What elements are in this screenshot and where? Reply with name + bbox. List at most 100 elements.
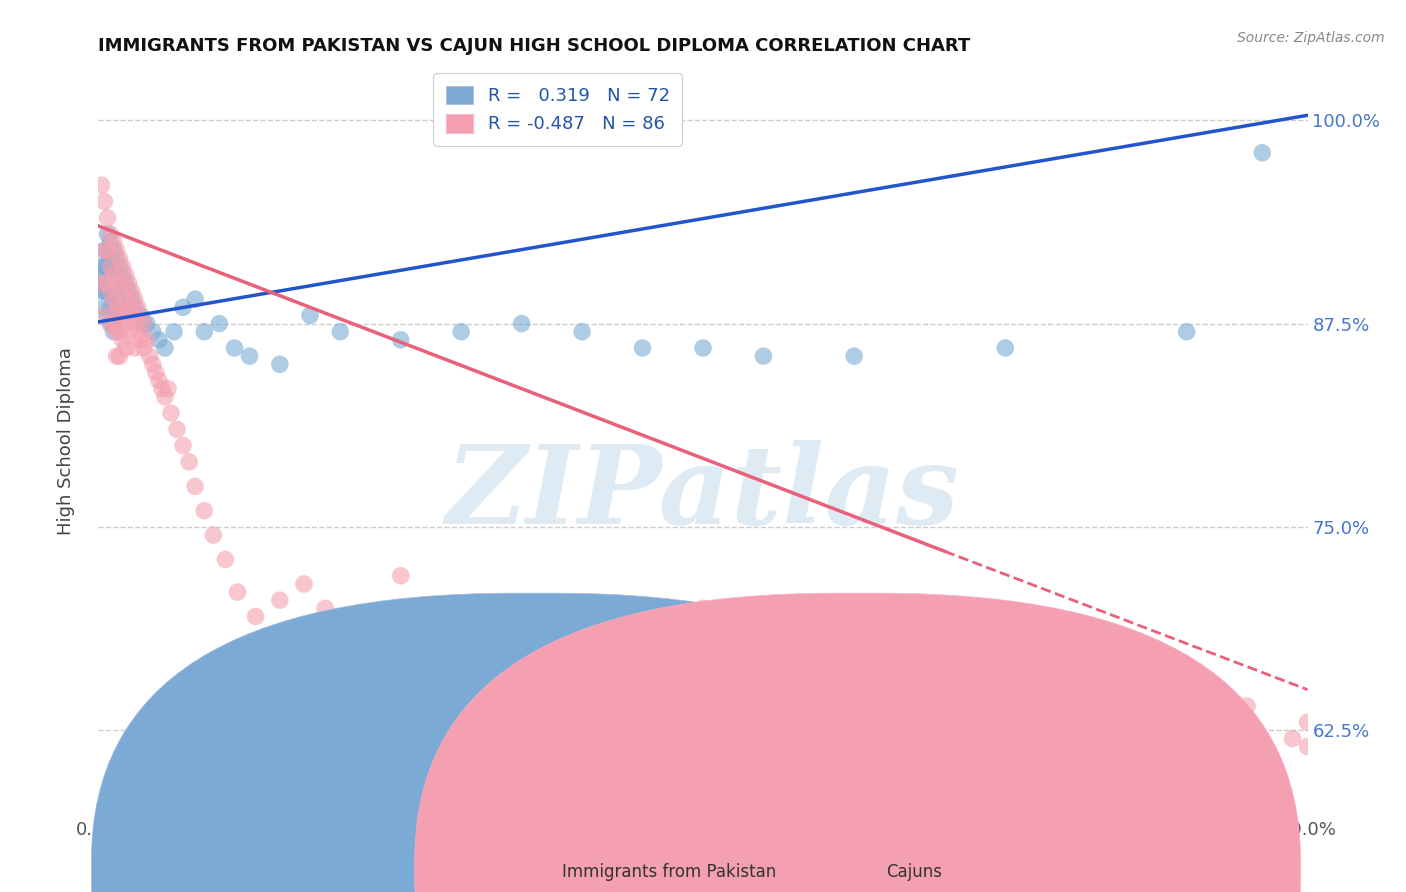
Point bbox=[93, 260, 115, 274]
Point bbox=[96, 260, 118, 274]
Point bbox=[93, 194, 115, 209]
Point bbox=[124, 317, 146, 331]
Point bbox=[103, 235, 125, 250]
Point bbox=[103, 276, 125, 290]
Point bbox=[1054, 682, 1077, 697]
Point bbox=[118, 325, 141, 339]
Point bbox=[121, 309, 143, 323]
Point bbox=[93, 309, 115, 323]
Point bbox=[103, 244, 125, 258]
Point bbox=[108, 252, 131, 266]
Point bbox=[329, 325, 352, 339]
Point bbox=[127, 309, 149, 323]
Point bbox=[965, 658, 987, 673]
Point bbox=[172, 301, 194, 315]
Point bbox=[103, 284, 125, 298]
Point bbox=[1296, 715, 1319, 730]
Point bbox=[193, 325, 215, 339]
Point bbox=[692, 601, 714, 615]
Point bbox=[166, 422, 188, 436]
Point bbox=[420, 609, 443, 624]
Point bbox=[96, 227, 118, 241]
Point bbox=[111, 284, 134, 298]
Point bbox=[100, 252, 122, 266]
Point bbox=[299, 309, 322, 323]
Point bbox=[96, 244, 118, 258]
Point bbox=[450, 325, 472, 339]
Point bbox=[103, 260, 125, 274]
Point bbox=[103, 301, 125, 315]
Point bbox=[111, 309, 134, 323]
Point bbox=[292, 577, 315, 591]
Point bbox=[752, 349, 775, 363]
Point bbox=[108, 349, 131, 363]
Point bbox=[105, 349, 128, 363]
Point bbox=[114, 317, 136, 331]
Point bbox=[1175, 325, 1198, 339]
Point bbox=[142, 325, 165, 339]
Point bbox=[103, 325, 125, 339]
Point bbox=[105, 276, 128, 290]
Point bbox=[269, 357, 291, 371]
Point bbox=[1281, 731, 1303, 746]
Point bbox=[121, 292, 143, 306]
Point bbox=[93, 268, 115, 282]
Point bbox=[163, 325, 186, 339]
Y-axis label: High School Diploma: High School Diploma bbox=[56, 348, 75, 535]
Point bbox=[111, 301, 134, 315]
Point bbox=[179, 455, 201, 469]
Point bbox=[226, 585, 249, 599]
Text: IMMIGRANTS FROM PAKISTAN VS CAJUN HIGH SCHOOL DIPLOMA CORRELATION CHART: IMMIGRANTS FROM PAKISTAN VS CAJUN HIGH S… bbox=[98, 37, 970, 54]
Point bbox=[105, 268, 128, 282]
Point bbox=[114, 276, 136, 290]
Point bbox=[239, 349, 262, 363]
Point bbox=[90, 284, 112, 298]
Point bbox=[156, 382, 179, 396]
Point bbox=[100, 227, 122, 241]
Point bbox=[111, 284, 134, 298]
Text: Cajuns: Cajuns bbox=[886, 863, 942, 881]
Point bbox=[844, 349, 866, 363]
Point bbox=[108, 276, 131, 290]
Point bbox=[96, 276, 118, 290]
Point bbox=[100, 317, 122, 331]
Text: ZIPatlas: ZIPatlas bbox=[446, 440, 960, 547]
Point bbox=[114, 292, 136, 306]
Point bbox=[124, 292, 146, 306]
Point bbox=[153, 390, 176, 404]
Text: Source: ZipAtlas.com: Source: ZipAtlas.com bbox=[1237, 31, 1385, 45]
Point bbox=[103, 292, 125, 306]
Point bbox=[93, 244, 115, 258]
Point bbox=[90, 276, 112, 290]
Point bbox=[692, 341, 714, 355]
Point bbox=[193, 504, 215, 518]
Point bbox=[111, 260, 134, 274]
Point bbox=[269, 593, 291, 607]
Point bbox=[571, 325, 593, 339]
Point bbox=[571, 666, 593, 681]
Point bbox=[114, 292, 136, 306]
Point bbox=[510, 650, 533, 665]
Point bbox=[118, 301, 141, 315]
Point bbox=[214, 552, 236, 566]
Point bbox=[111, 333, 134, 347]
Point bbox=[108, 276, 131, 290]
Point bbox=[100, 284, 122, 298]
Point bbox=[100, 284, 122, 298]
Point bbox=[100, 268, 122, 282]
Point bbox=[111, 268, 134, 282]
Point bbox=[90, 260, 112, 274]
Point bbox=[142, 357, 165, 371]
Point bbox=[105, 325, 128, 339]
Point bbox=[103, 317, 125, 331]
Point bbox=[100, 260, 122, 274]
Point bbox=[118, 284, 141, 298]
Point bbox=[129, 309, 152, 323]
Point bbox=[108, 301, 131, 315]
Point bbox=[172, 439, 194, 453]
Point bbox=[314, 601, 336, 615]
Point bbox=[153, 341, 176, 355]
Point bbox=[105, 301, 128, 315]
Point bbox=[631, 633, 654, 648]
Point bbox=[1236, 698, 1258, 713]
